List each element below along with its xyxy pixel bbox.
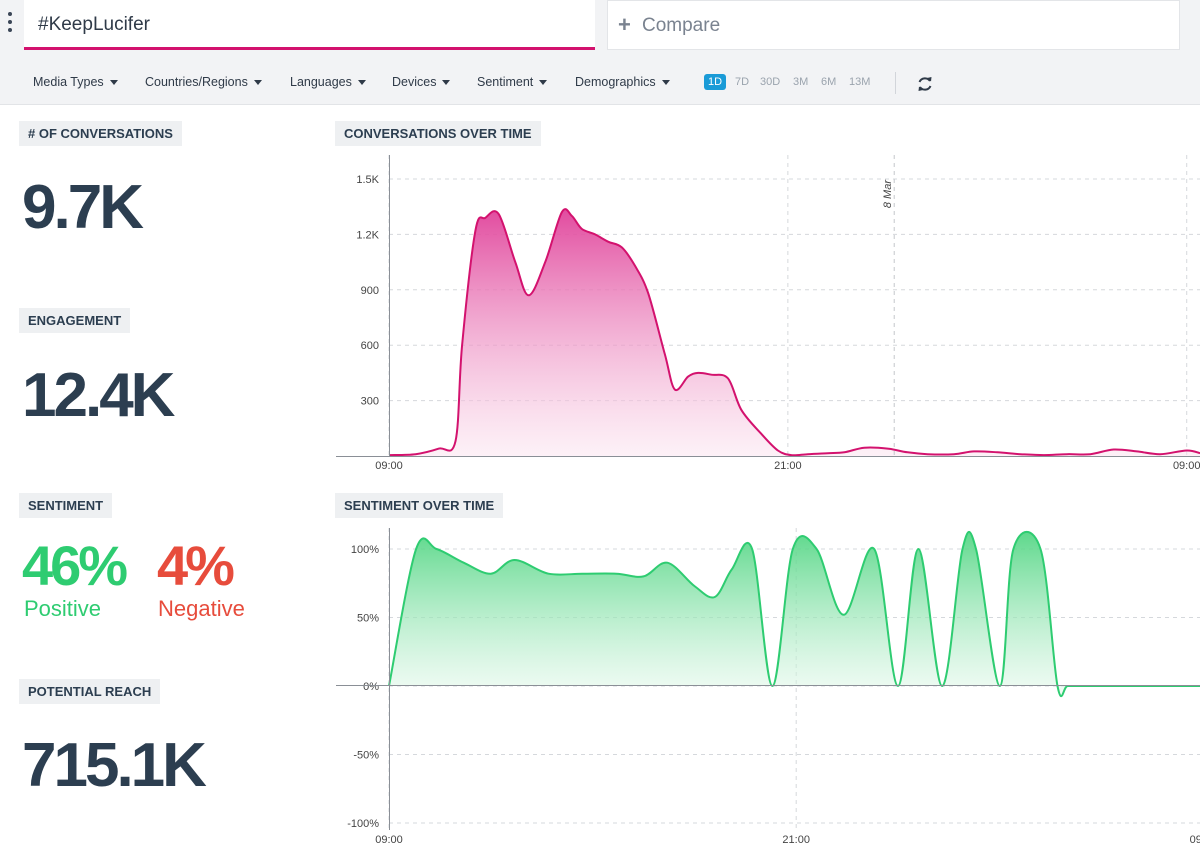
conversations-x-tick-label: 09:00	[1173, 460, 1200, 472]
filter-label: Demographics	[575, 75, 656, 89]
filter-label: Countries/Regions	[145, 75, 248, 89]
search-input[interactable]: #KeepLucifer	[24, 0, 595, 50]
filter-demographics[interactable]: Demographics	[575, 75, 670, 89]
conversations-x-tick-label: 21:00	[774, 460, 802, 472]
filter-bar: Media Types Countries/Regions Languages …	[0, 62, 1200, 105]
conversations-x-tick-label: 09:00	[375, 460, 403, 472]
range-1d[interactable]: 1D	[704, 74, 727, 90]
filter-media-types[interactable]: Media Types	[33, 75, 118, 89]
refresh-icon[interactable]	[916, 75, 934, 93]
potential-reach-label: POTENTIAL REACH	[19, 679, 161, 704]
negative-sentiment-value: 4%	[157, 534, 235, 597]
sentiment-y-tick-label: 50%	[357, 613, 379, 625]
sentiment-y-tick-label: 0%	[363, 681, 379, 693]
conversations-y-tick-label: 1.2K	[356, 229, 379, 241]
filter-countries-regions[interactable]: Countries/Regions	[145, 75, 262, 89]
conversations-series-line	[388, 208, 1200, 457]
range-3m[interactable]: 3M	[793, 76, 809, 88]
range-7d[interactable]: 7D	[735, 76, 750, 88]
sentiment-series-area	[389, 531, 1200, 697]
filter-label: Media Types	[33, 75, 104, 89]
conversations-y-tick-label: 300	[361, 396, 379, 408]
range-30d[interactable]: 30D	[760, 76, 781, 88]
sentiment-series-line	[388, 530, 1200, 698]
positive-sentiment-label: Positive	[24, 596, 102, 621]
conversations-y-tick-label: 1.5K	[356, 174, 379, 186]
conversations-y-tick-label: 900	[361, 285, 379, 297]
potential-reach-value: 715.1K	[22, 731, 207, 800]
caret-down-icon	[109, 80, 118, 86]
compare-button[interactable]: + Compare	[607, 0, 1180, 50]
range-13m[interactable]: 13M	[849, 76, 871, 88]
filter-sentiment[interactable]: Sentiment	[477, 75, 548, 89]
caret-down-icon	[253, 80, 262, 86]
sentiment-y-tick-label: 100%	[351, 544, 379, 556]
sentiment-y-tick-label: -100%	[347, 818, 379, 830]
conversations-chart-title: CONVERSATIONS OVER TIME	[335, 121, 541, 146]
conversations-y-tick-label: 600	[361, 340, 379, 352]
sentiment-x-tick-label: 21:00	[782, 834, 810, 846]
sentiment-x-tick-label: 09:00	[375, 834, 403, 846]
engagement-label: ENGAGEMENT	[19, 308, 131, 333]
conversations-value: 9.7K	[22, 173, 144, 242]
search-value: #KeepLucifer	[38, 14, 150, 35]
plus-icon: +	[618, 12, 631, 37]
filter-devices[interactable]: Devices	[392, 75, 451, 89]
caret-down-icon	[357, 80, 366, 86]
sentiment-chart-title: SENTIMENT OVER TIME	[335, 493, 504, 518]
conversations-label: # OF CONVERSATIONS	[19, 121, 182, 146]
range-6m[interactable]: 6M	[821, 76, 837, 88]
filter-label: Sentiment	[477, 75, 534, 89]
top-bar: #KeepLucifer + Compare	[0, 0, 1200, 62]
toolbar-divider	[895, 72, 896, 94]
sentiment-x-tick-label: 09:00	[1190, 834, 1200, 846]
positive-sentiment-value: 46%	[22, 534, 128, 597]
caret-down-icon	[442, 80, 451, 86]
filter-label: Languages	[290, 75, 352, 89]
caret-down-icon	[539, 80, 548, 86]
filter-label: Devices	[392, 75, 437, 89]
sentiment-label: SENTIMENT	[19, 493, 113, 518]
filter-languages[interactable]: Languages	[290, 75, 366, 89]
compare-label: Compare	[642, 15, 721, 36]
conversations-series-area	[389, 209, 1200, 456]
kebab-menu-icon[interactable]	[6, 12, 14, 36]
negative-sentiment-label: Negative	[158, 596, 245, 621]
date-annotation: 8 Mar	[882, 179, 894, 208]
caret-down-icon	[661, 80, 670, 86]
sentiment-y-tick-label: -50%	[353, 750, 379, 762]
engagement-value: 12.4K	[22, 361, 175, 430]
